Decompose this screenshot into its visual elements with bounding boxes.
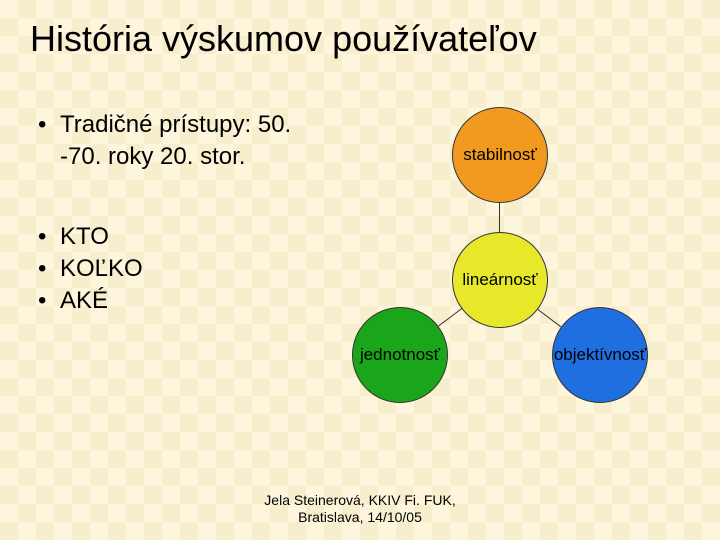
bullet-dot-icon: • — [38, 286, 60, 316]
diagram-node-label: stabilnosť — [463, 145, 536, 165]
bullet-text: KTO — [60, 223, 109, 250]
bullet-item: •KOĽKO — [38, 254, 143, 284]
bullet-text: Tradičné prístupy: 50. — [60, 111, 291, 138]
bullet-item: •KTO — [38, 222, 143, 252]
bullet-text: -70. roky 20. stor. — [60, 143, 245, 170]
diagram-node-label: jednotnosť — [360, 345, 440, 365]
bullet-dot-icon: • — [38, 110, 60, 140]
bullet-item-cont: -70. roky 20. stor. — [60, 142, 291, 172]
bullet-dot-icon: • — [38, 254, 60, 284]
diagram-edge — [499, 203, 500, 232]
page-title: História výskumov používateľov — [30, 18, 690, 60]
diagram-node-linearnost — [452, 232, 548, 328]
diagram-node-label: objektívnosť — [554, 345, 646, 365]
diagram-edge — [438, 308, 462, 326]
diagram-node-stabilnost — [452, 107, 548, 203]
bullet-group-2: •KTO •KOĽKO •AKÉ — [38, 222, 143, 318]
bullet-item: •AKÉ — [38, 286, 143, 316]
slide-footer: Jela Steinerová, KKIV Fi. FUK, Bratislav… — [0, 492, 720, 526]
footer-line: Bratislava, 14/10/05 — [0, 509, 720, 526]
diagram-node-jednotnost — [352, 307, 448, 403]
bullet-group-1: •Tradičné prístupy: 50. -70. roky 20. st… — [38, 110, 291, 174]
bullet-text: KOĽKO — [60, 255, 143, 282]
diagram-edge — [538, 309, 562, 327]
diagram-node-objektivnost — [552, 307, 648, 403]
footer-line: Jela Steinerová, KKIV Fi. FUK, — [0, 492, 720, 509]
bullet-text: AKÉ — [60, 287, 108, 314]
bullet-item: •Tradičné prístupy: 50. — [38, 110, 291, 140]
bullet-dot-icon: • — [38, 222, 60, 252]
diagram-node-label: lineárnosť — [462, 270, 537, 290]
